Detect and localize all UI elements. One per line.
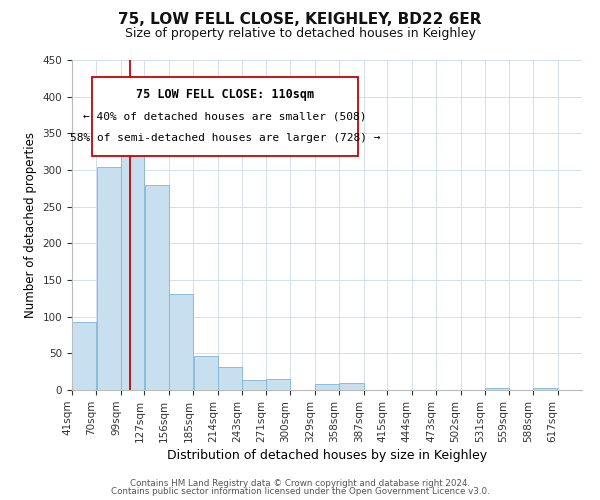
Text: 75 LOW FELL CLOSE: 110sqm: 75 LOW FELL CLOSE: 110sqm xyxy=(136,88,314,101)
Bar xyxy=(169,294,193,390)
FancyBboxPatch shape xyxy=(92,76,358,156)
Bar xyxy=(218,368,242,390)
Bar xyxy=(72,322,97,390)
Bar xyxy=(340,382,364,390)
Bar xyxy=(121,139,145,390)
Bar xyxy=(97,167,121,390)
X-axis label: Distribution of detached houses by size in Keighley: Distribution of detached houses by size … xyxy=(167,449,487,462)
Text: Contains HM Land Registry data © Crown copyright and database right 2024.: Contains HM Land Registry data © Crown c… xyxy=(130,478,470,488)
Bar xyxy=(315,384,339,390)
Bar xyxy=(145,184,169,390)
Bar xyxy=(533,388,557,390)
Bar xyxy=(194,356,218,390)
Text: 75, LOW FELL CLOSE, KEIGHLEY, BD22 6ER: 75, LOW FELL CLOSE, KEIGHLEY, BD22 6ER xyxy=(118,12,482,28)
Text: ← 40% of detached houses are smaller (508): ← 40% of detached houses are smaller (50… xyxy=(83,111,367,121)
Y-axis label: Number of detached properties: Number of detached properties xyxy=(24,132,37,318)
Text: 58% of semi-detached houses are larger (728) →: 58% of semi-detached houses are larger (… xyxy=(70,133,380,143)
Bar xyxy=(242,380,266,390)
Text: Size of property relative to detached houses in Keighley: Size of property relative to detached ho… xyxy=(125,28,475,40)
Bar xyxy=(485,388,509,390)
Bar xyxy=(266,379,290,390)
Text: Contains public sector information licensed under the Open Government Licence v3: Contains public sector information licen… xyxy=(110,487,490,496)
